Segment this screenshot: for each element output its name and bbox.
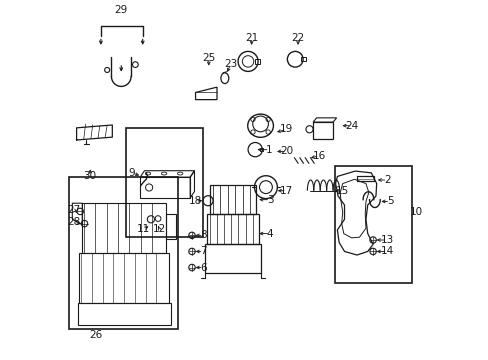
Bar (334, 166, 411, 283)
Bar (140, 177, 190, 198)
Text: 30: 30 (83, 171, 97, 181)
Text: 18: 18 (188, 196, 202, 206)
Bar (80, 253, 168, 303)
Bar (69, 177, 178, 329)
Text: 10: 10 (408, 207, 422, 217)
Text: 19: 19 (280, 124, 293, 134)
Bar (312, 122, 332, 139)
Text: 21: 21 (244, 33, 258, 43)
Text: 29: 29 (114, 5, 128, 15)
Text: 23: 23 (224, 59, 237, 69)
Text: 16: 16 (312, 151, 325, 161)
Text: 12: 12 (153, 224, 166, 234)
Text: 27: 27 (67, 205, 81, 215)
Text: 14: 14 (380, 247, 393, 256)
Bar (78, 303, 170, 325)
Text: 6: 6 (200, 262, 206, 273)
Text: 26: 26 (89, 330, 102, 341)
Text: 9: 9 (128, 168, 135, 178)
Text: 15: 15 (335, 186, 348, 196)
Bar (356, 176, 373, 181)
Bar (206, 214, 258, 244)
Bar (204, 244, 261, 273)
Text: 8: 8 (200, 230, 206, 240)
Text: 3: 3 (266, 195, 273, 204)
Text: 5: 5 (386, 197, 393, 206)
Text: 13: 13 (380, 235, 393, 245)
Text: 24: 24 (345, 121, 358, 131)
Text: 25: 25 (202, 53, 215, 63)
Text: 22: 22 (291, 33, 304, 43)
Text: 17: 17 (280, 186, 293, 196)
Text: 28: 28 (67, 217, 81, 227)
Bar (125, 128, 203, 237)
Text: 1: 1 (265, 145, 272, 155)
Text: 11: 11 (137, 224, 150, 234)
Bar (82, 203, 165, 253)
Text: 7: 7 (200, 247, 206, 256)
Text: 20: 20 (280, 147, 293, 157)
Text: 4: 4 (266, 229, 273, 239)
Bar (259, 148, 263, 152)
Bar (255, 59, 259, 64)
Bar (300, 57, 305, 62)
Bar (209, 185, 255, 214)
Text: 2: 2 (383, 175, 390, 185)
